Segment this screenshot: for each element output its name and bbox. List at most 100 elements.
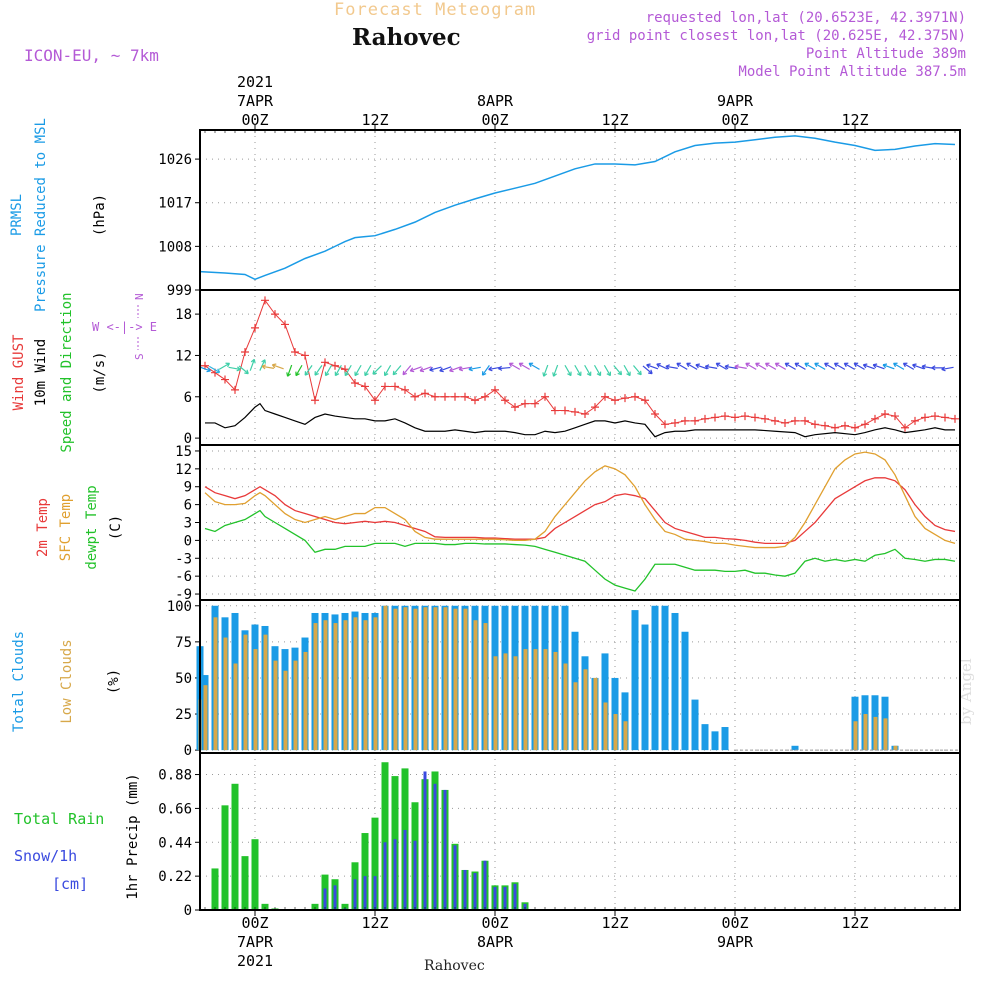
- wind-arrow-head: [304, 371, 310, 376]
- gust-marker: [491, 385, 499, 394]
- x-tick-label-top: 12Z: [361, 111, 388, 129]
- wind-arrow-head: [498, 365, 503, 371]
- low-cloud-bar: [513, 656, 518, 751]
- wind-arrow: [676, 362, 688, 370]
- gust-marker: [631, 392, 639, 401]
- y-tick-label: 12: [175, 348, 192, 364]
- legend-label: Total Rain: [14, 810, 104, 828]
- wind-arrow: [633, 365, 642, 376]
- low-cloud-bar: [413, 608, 418, 751]
- wind-arrow-head: [429, 366, 434, 372]
- legend-label: Wind GUST: [11, 334, 27, 410]
- total-cloud-bar: [631, 610, 639, 751]
- gust-marker: [301, 351, 309, 360]
- low-cloud-bar: [543, 649, 548, 751]
- wind-arrow: [574, 364, 582, 376]
- low-cloud-bar: [273, 660, 278, 751]
- x-tick-label-bottom: 2021: [237, 952, 273, 970]
- wind-arrow: [481, 365, 490, 376]
- wind-arrow-head: [295, 371, 300, 377]
- low-cloud-bar: [343, 620, 348, 751]
- gust-marker: [551, 406, 559, 415]
- wind-arrow: [261, 365, 275, 369]
- y-tick-label: 0.88: [158, 768, 192, 784]
- gust-marker: [321, 358, 329, 367]
- wind-arrow: [228, 366, 241, 370]
- x-tick-label-top: 12Z: [601, 111, 628, 129]
- low-cloud-bar: [873, 716, 878, 751]
- wind-arrow: [458, 366, 472, 370]
- pressure-line: [199, 135, 956, 281]
- gust-marker: [831, 423, 839, 432]
- wind-arrow: [872, 364, 885, 370]
- wind-arrow-head: [676, 362, 681, 368]
- compass-s: S: [133, 353, 146, 360]
- wind-arrow-head: [468, 366, 473, 372]
- wind-arrow: [695, 364, 708, 370]
- wind-arrow: [794, 362, 806, 370]
- panel-frame: [199, 129, 961, 291]
- x-tick-label-top: 8APR: [477, 92, 514, 110]
- wind-arrow: [882, 364, 895, 370]
- wind-arrow: [314, 365, 323, 376]
- wind-arrow-head: [596, 371, 602, 377]
- x-tick-label-bottom: 00Z: [721, 914, 748, 932]
- wind-arrow-head: [843, 362, 849, 368]
- wind-arrow: [853, 362, 865, 370]
- low-cloud-bar: [613, 714, 618, 751]
- snow-bar: [523, 903, 527, 910]
- total-cloud-bar: [791, 745, 799, 751]
- wind-arrow: [364, 364, 372, 376]
- gust-marker: [621, 394, 629, 403]
- wind-arrow: [439, 366, 452, 372]
- gust-marker: [921, 413, 929, 422]
- legend-label: Speed and Direction: [59, 292, 75, 452]
- low-cloud-bar: [233, 663, 238, 751]
- gust-marker: [251, 323, 259, 332]
- location-title: Rahovec: [352, 24, 461, 51]
- gust-marker: [731, 413, 739, 422]
- gust-marker: [231, 385, 239, 394]
- gust-marker: [361, 382, 369, 391]
- legend-label: Low Clouds: [59, 639, 75, 723]
- gust-marker: [331, 361, 339, 370]
- unit-label: (m/s): [92, 351, 108, 393]
- gust-marker: [411, 392, 419, 401]
- x-tick-label-top: 9APR: [717, 92, 754, 110]
- wind-arrows: [198, 358, 954, 377]
- wind-arrow-head: [419, 367, 425, 373]
- low-cloud-bar: [533, 649, 538, 751]
- snow-bar: [503, 886, 507, 910]
- wind-arrow-head: [518, 362, 524, 368]
- gust-marker: [311, 396, 319, 405]
- gust-marker: [261, 296, 269, 305]
- legend-label: Pressure Reduced to MSL: [33, 118, 49, 312]
- snow-bar: [513, 883, 517, 910]
- low-cloud-bar: [443, 607, 448, 751]
- wind-arrow-head: [528, 362, 534, 368]
- rain-bar: [371, 817, 379, 910]
- wind-arrow: [941, 366, 954, 370]
- gust-marker: [871, 414, 879, 423]
- wind-arrow-head: [324, 371, 330, 377]
- wind-arrow-head: [458, 366, 464, 372]
- low-cloud-bar: [243, 634, 248, 751]
- wind-arrow: [218, 362, 230, 370]
- model-label: ICON-EU, ~ 7km: [24, 46, 159, 65]
- unit-label: (hPa): [92, 194, 108, 236]
- wind-arrow: [724, 365, 737, 369]
- gust-marker: [581, 410, 589, 418]
- y-tick-label: -9: [175, 587, 192, 603]
- legend-label: 10m Wind: [33, 339, 49, 406]
- y-tick-label: 0: [184, 431, 192, 447]
- panel-wind: 0 6 12 18 Wind GUST 10m Wind Speed and Directi…: [11, 290, 960, 453]
- wind-arrow: [272, 364, 284, 370]
- legend-label: [cm]: [52, 875, 88, 893]
- dewpoint-line: [204, 509, 956, 592]
- compass: N W <-|-> E S: [92, 293, 157, 360]
- snow-bar: [443, 789, 447, 910]
- wind-arrow: [593, 364, 602, 376]
- wind-arrow-head: [931, 365, 936, 371]
- x-tick-label-top: 00Z: [241, 111, 268, 129]
- gust-marker: [541, 392, 549, 401]
